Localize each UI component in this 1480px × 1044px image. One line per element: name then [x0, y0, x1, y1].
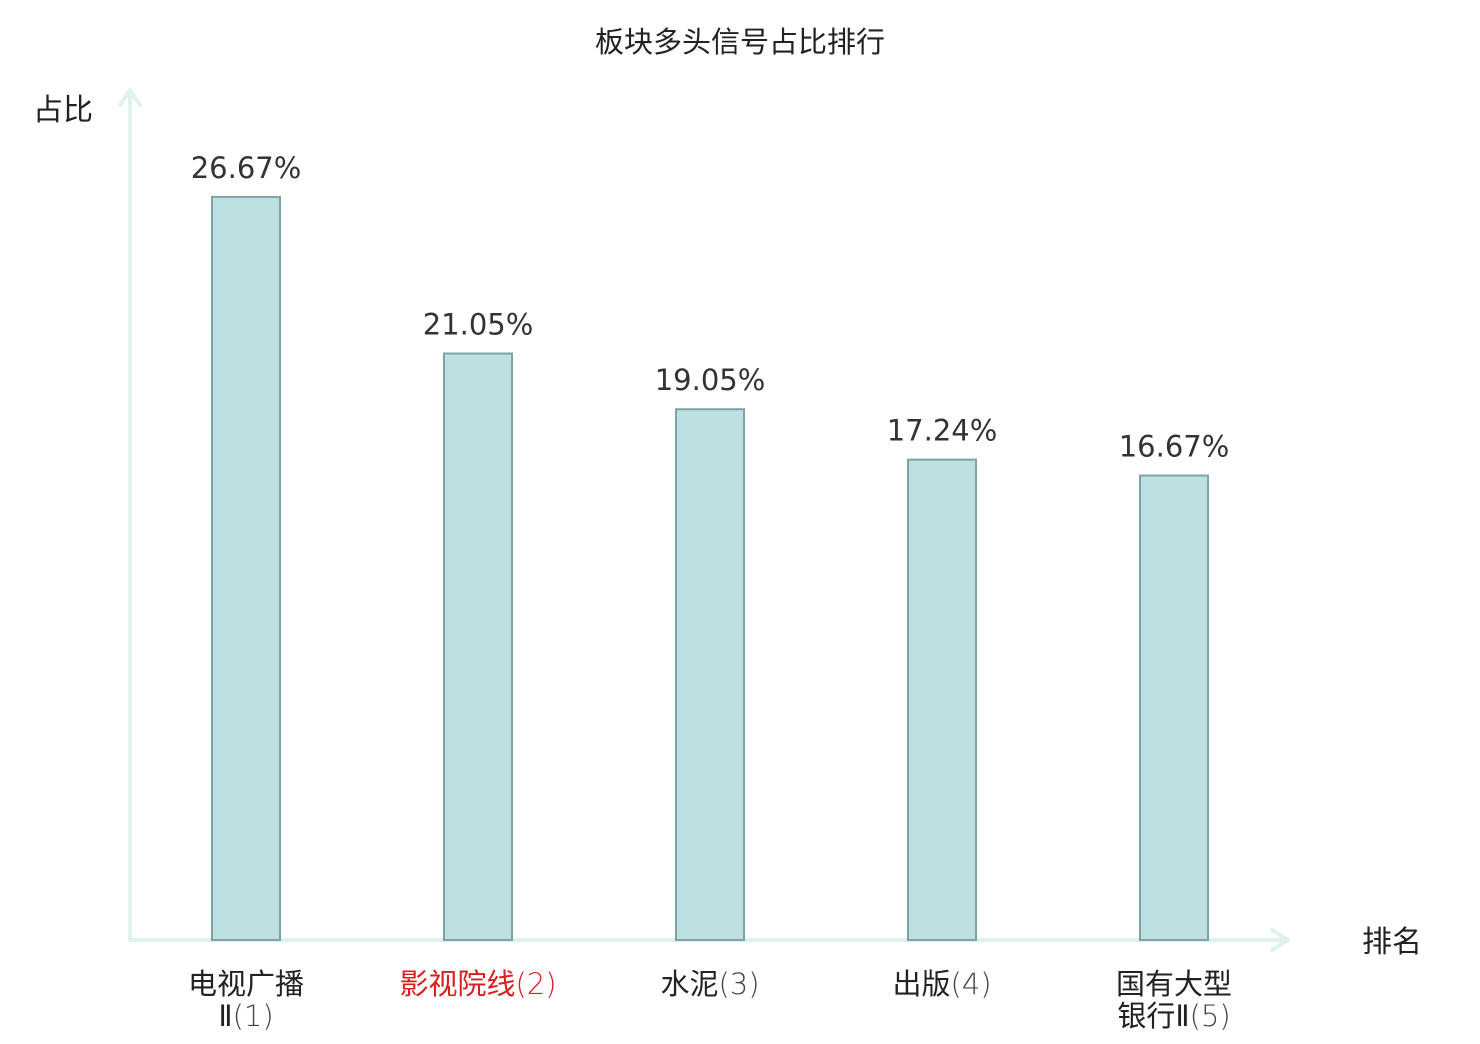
- category-name: 国有大型: [1116, 967, 1232, 1001]
- category-rank: (5): [1190, 999, 1231, 1033]
- category-name: 出版: [892, 967, 950, 1001]
- value-label: 21.05%: [423, 308, 534, 342]
- bars-group: [211, 195, 1209, 942]
- category-name: 水泥: [660, 967, 718, 1001]
- category-rank: (2): [515, 967, 556, 1001]
- bar: [211, 195, 281, 941]
- bar: [675, 408, 745, 941]
- bar: [443, 352, 513, 942]
- value-label: 19.05%: [655, 363, 766, 397]
- value-label: 26.67%: [191, 151, 302, 185]
- value-label: 16.67%: [1119, 430, 1230, 464]
- category-name: 银行Ⅱ: [1117, 999, 1189, 1033]
- category-label-line: 水泥(3): [660, 967, 759, 1001]
- bar: [907, 458, 977, 941]
- x-axis-label: 排名: [1362, 925, 1422, 960]
- category-label-line: 国有大型: [1116, 967, 1232, 1001]
- value-label: 17.24%: [887, 414, 998, 448]
- category-label-line: 银行Ⅱ(5): [1117, 999, 1230, 1033]
- category-label-line: 电视广播: [188, 967, 304, 1001]
- category-name: Ⅱ: [218, 999, 232, 1033]
- bar: [1139, 474, 1209, 941]
- category-label-line: 影视院线(2): [399, 967, 556, 1001]
- category-label-line: 出版(4): [892, 967, 991, 1001]
- category-name: 影视院线: [399, 967, 515, 1001]
- value-labels-group: 26.67% 21.05% 19.05% 17.24% 16.67%: [191, 151, 1230, 464]
- category-label: 影视院线(2): [399, 967, 556, 1001]
- category-label: 水泥(3): [660, 967, 759, 1001]
- category-name: 电视广播: [188, 967, 304, 1001]
- category-rank: (3): [718, 967, 759, 1001]
- category-rank: (4): [950, 967, 991, 1001]
- y-axis-arrow: [118, 88, 142, 107]
- category-label: 出版(4): [892, 967, 991, 1001]
- chart-title: 板块多头信号占比排行: [595, 25, 885, 59]
- x-axis-arrow: [1270, 928, 1290, 952]
- category-rank: (1): [233, 999, 274, 1033]
- category-label-line: Ⅱ(1): [218, 999, 273, 1033]
- y-axis-label: 占比: [33, 93, 93, 128]
